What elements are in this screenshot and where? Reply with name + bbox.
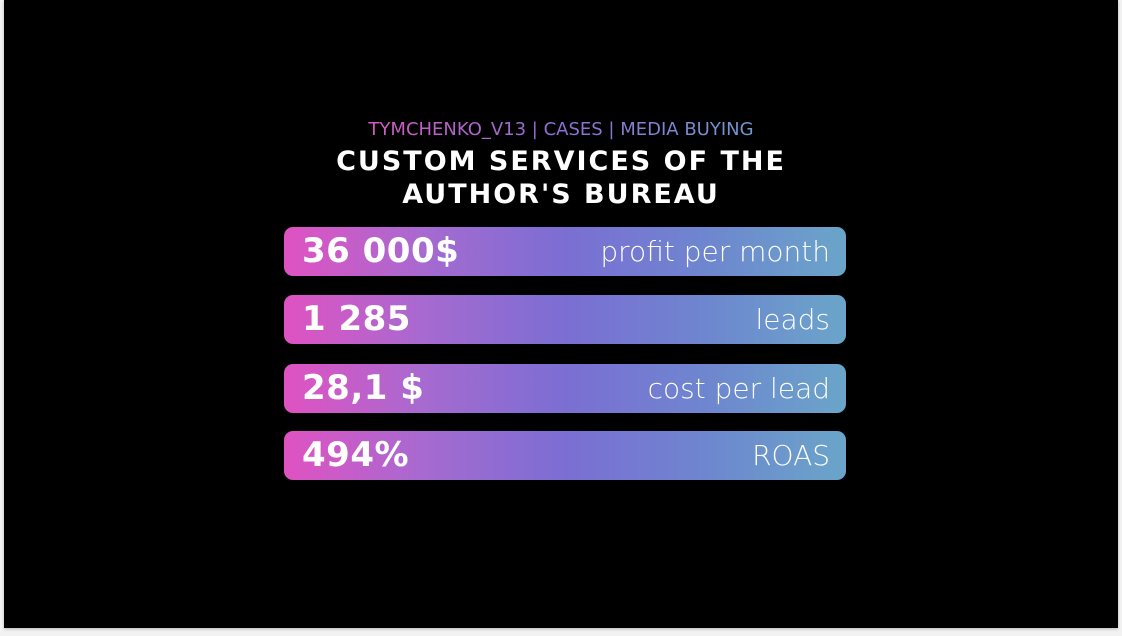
title-line: AUTHOR'S BUREAU <box>402 179 720 210</box>
breadcrumb: TYMCHENKO_V13 | CASES | MEDIA BUYING <box>4 118 1118 142</box>
stat-value: 36 000$ <box>302 231 460 271</box>
stat-row: 28,1 $ cost per lead <box>284 364 846 413</box>
slide: TYMCHENKO_V13 | CASES | MEDIA BUYING CUS… <box>4 0 1118 628</box>
stat-value: 28,1 $ <box>302 368 425 408</box>
stat-row: 494% ROAS <box>284 431 846 480</box>
stat-label: ROAS <box>752 439 830 472</box>
stat-label: leads <box>755 303 830 336</box>
stat-label: cost per lead <box>647 372 830 405</box>
stat-value: 494% <box>302 435 410 475</box>
stat-row: 1 285 leads <box>284 295 846 344</box>
stat-label: profit per month <box>600 235 830 268</box>
stat-value: 1 285 <box>302 299 411 339</box>
stat-row: 36 000$ profit per month <box>284 227 846 276</box>
title-line: CUSTOM SERVICES OF THE <box>336 146 786 177</box>
breadcrumb-text: TYMCHENKO_V13 | CASES | MEDIA BUYING <box>368 119 754 140</box>
title: CUSTOM SERVICES OF THE AUTHOR'S BUREAU <box>4 145 1118 211</box>
